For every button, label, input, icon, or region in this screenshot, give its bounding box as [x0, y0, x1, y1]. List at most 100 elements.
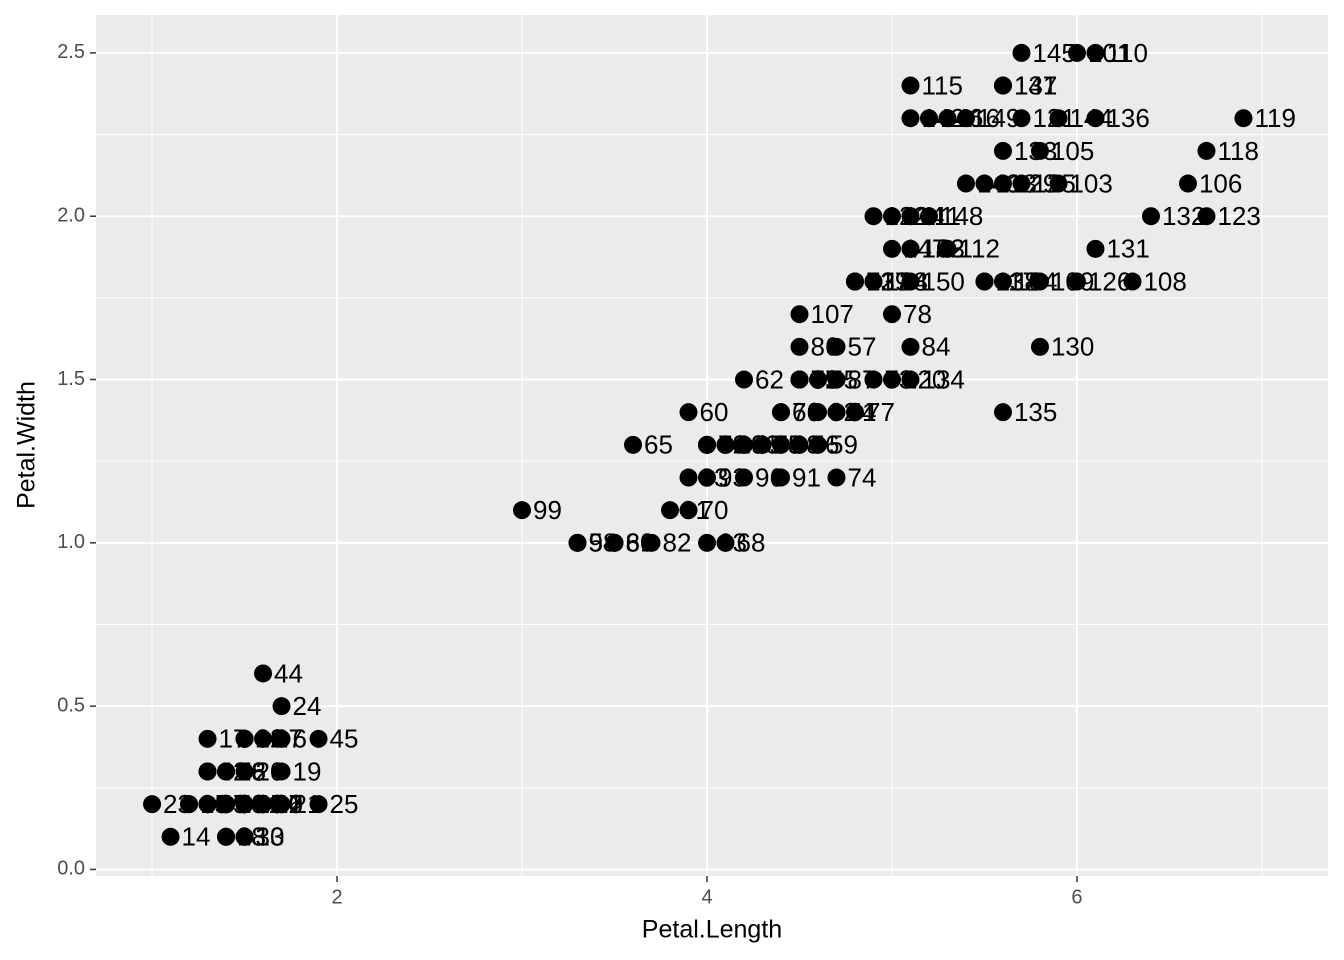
point: [901, 370, 920, 389]
point-label: 107: [810, 299, 853, 329]
point-label: 140: [977, 168, 1020, 198]
point: [790, 337, 809, 356]
point-label: 125: [1032, 168, 1075, 198]
point: [901, 207, 920, 226]
point: [679, 501, 698, 520]
point: [864, 207, 883, 226]
point: [735, 468, 754, 487]
point-label: 38: [237, 822, 266, 852]
point-label: 62: [755, 364, 784, 394]
point: [808, 370, 827, 389]
point: [1012, 174, 1031, 193]
point: [864, 272, 883, 291]
point: [845, 272, 864, 291]
point: [254, 664, 273, 683]
point-label: 45: [330, 724, 359, 754]
point-label: 68: [737, 528, 766, 558]
point-label: 88: [792, 430, 821, 460]
point-label: 74: [847, 462, 876, 492]
point: [1030, 141, 1049, 160]
point-label: 119: [1254, 103, 1295, 133]
point-label: 84: [921, 332, 950, 362]
y-tick-label: 1.0: [57, 531, 85, 553]
point: [827, 370, 846, 389]
point: [272, 762, 291, 781]
point: [901, 76, 920, 95]
point: [882, 207, 901, 226]
point-label: 105: [1051, 136, 1094, 166]
point: [198, 762, 217, 781]
point-label: 87: [847, 364, 876, 394]
point: [771, 435, 790, 454]
point-label: 49: [256, 789, 285, 819]
point: [975, 272, 994, 291]
point: [1049, 174, 1068, 193]
point-label: 115: [921, 70, 962, 100]
point-label: 106: [1199, 168, 1242, 198]
point: [1123, 272, 1142, 291]
point-label: 133: [1014, 136, 1057, 166]
point-label: 24: [293, 691, 322, 721]
y-axis-title: Petal.Width: [13, 381, 41, 509]
point-label: 47: [274, 789, 303, 819]
point-label: 103: [1069, 168, 1112, 198]
point-label: 136: [1106, 103, 1149, 133]
y-tick-label: 0.5: [57, 694, 85, 716]
point: [808, 403, 827, 422]
point-label: 57: [847, 332, 876, 362]
point: [1197, 141, 1216, 160]
point: [1086, 239, 1105, 258]
point: [993, 76, 1012, 95]
point: [272, 729, 291, 748]
point-label: 65: [644, 430, 673, 460]
x-tick-label: 2: [331, 886, 342, 908]
x-tick-label: 6: [1071, 886, 1082, 908]
point: [309, 795, 328, 814]
point-label: 91: [792, 462, 821, 492]
point-label: 132: [1162, 201, 1205, 231]
point: [624, 435, 643, 454]
point: [901, 272, 920, 291]
point: [901, 109, 920, 128]
point: [845, 403, 864, 422]
point-label: 137: [1014, 70, 1057, 100]
point-label: 20: [256, 756, 285, 786]
point-label: 96: [755, 462, 784, 492]
point: [790, 305, 809, 324]
point: [272, 795, 291, 814]
point: [254, 729, 273, 748]
point: [513, 501, 532, 520]
point: [771, 468, 790, 487]
point: [235, 795, 254, 814]
point-label: 145: [1032, 38, 1075, 68]
x-tick-label: 4: [701, 886, 712, 908]
point: [882, 239, 901, 258]
point-label: 26: [274, 789, 303, 819]
point: [180, 795, 199, 814]
point: [993, 272, 1012, 291]
point: [956, 109, 975, 128]
point: [198, 795, 217, 814]
point: [605, 533, 624, 552]
point: [217, 762, 236, 781]
point-label: 150: [921, 266, 964, 296]
point: [790, 370, 809, 389]
point: [679, 468, 698, 487]
point: [1012, 43, 1031, 62]
point: [217, 795, 236, 814]
point: [254, 795, 273, 814]
point-label: 108: [1143, 266, 1186, 296]
point-label: 31: [274, 789, 303, 819]
point-label: 117: [995, 266, 1036, 296]
point: [882, 370, 901, 389]
point: [938, 109, 957, 128]
point: [642, 533, 661, 552]
point-label: 70: [700, 495, 729, 525]
point: [753, 435, 772, 454]
point: [235, 762, 254, 781]
point-label: 19: [293, 756, 322, 786]
point: [235, 827, 254, 846]
point-label: 134: [921, 364, 964, 394]
point-label: 94: [589, 528, 618, 558]
point: [1086, 109, 1105, 128]
